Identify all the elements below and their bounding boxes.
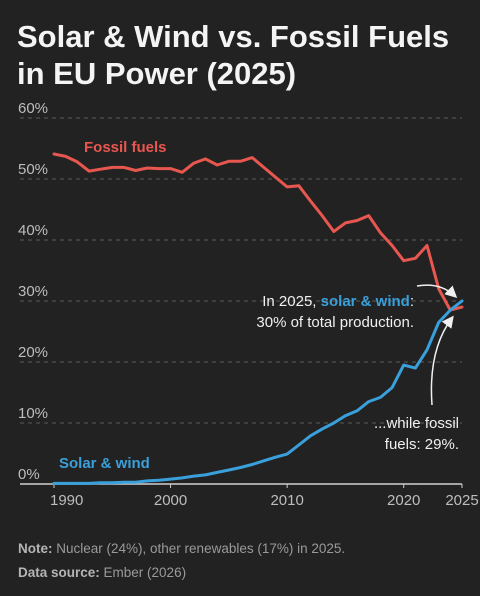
y-tick-label: 40% [18,222,48,239]
x-tick-label: 2025 [445,492,478,509]
footer-source: Data source: Ember (2026) [18,565,186,580]
series-label-fossil-fuels: Fossil fuels [84,139,167,156]
y-tick-label: 30% [18,283,48,300]
annotation-solar-highlight: solar & wind [321,293,410,310]
source-text: Ember (2026) [99,565,187,580]
source-label: Data source: [18,565,100,580]
x-tick-label: 2010 [270,492,303,509]
y-tick-label: 10% [18,405,48,422]
annotation-arrow-bottom [430,315,454,406]
x-tick-label: 2000 [154,492,187,509]
title-line-2: in EU Power (2025) [17,56,297,91]
note-label: Note: [18,541,53,556]
y-tick-label: 50% [18,161,48,178]
series-line-fossil-fuels [52,152,464,312]
annotation-arrow-top [416,284,458,299]
y-tick-label: 20% [18,344,48,361]
note-text: Nuclear (24%), other renewables (17%) in… [52,541,346,556]
series-line-solar-wind [52,299,464,485]
annotation-solar-line2: 30% of total production. [256,314,414,331]
x-tick-label: 2020 [387,492,420,509]
y-tick-label: 60% [18,100,48,117]
x-tick-label: 1990 [50,492,83,509]
chart-title: Solar & Wind vs. Fossil Fuels in EU Powe… [17,18,467,92]
series-labels: Fossil fuels Solar & wind [59,139,167,472]
annotation-fossil-line2: fuels: 29%. [385,436,459,453]
annotation-solar-suffix: : [410,293,414,310]
y-tick-label: 0% [18,466,40,483]
footer-note: Note: Nuclear (24%), other renewables (1… [18,541,345,556]
title-line-1: Solar & Wind vs. Fossil Fuels [17,19,450,54]
annotation-solar-line1: In 2025, solar & wind: [262,293,414,310]
series-label-solar-wind: Solar & wind [59,455,150,472]
annotations: In 2025, solar & wind: 30% of total prod… [256,284,459,453]
series-lines [52,152,464,485]
annotation-solar-prefix: In 2025, [262,293,320,310]
annotation-fossil-line1: ...while fossil [374,415,459,432]
axis-ticks: 0% 10% 20% 30% 40% 50% 60% 1990 2000 2010 2020 2025 [18,100,479,509]
